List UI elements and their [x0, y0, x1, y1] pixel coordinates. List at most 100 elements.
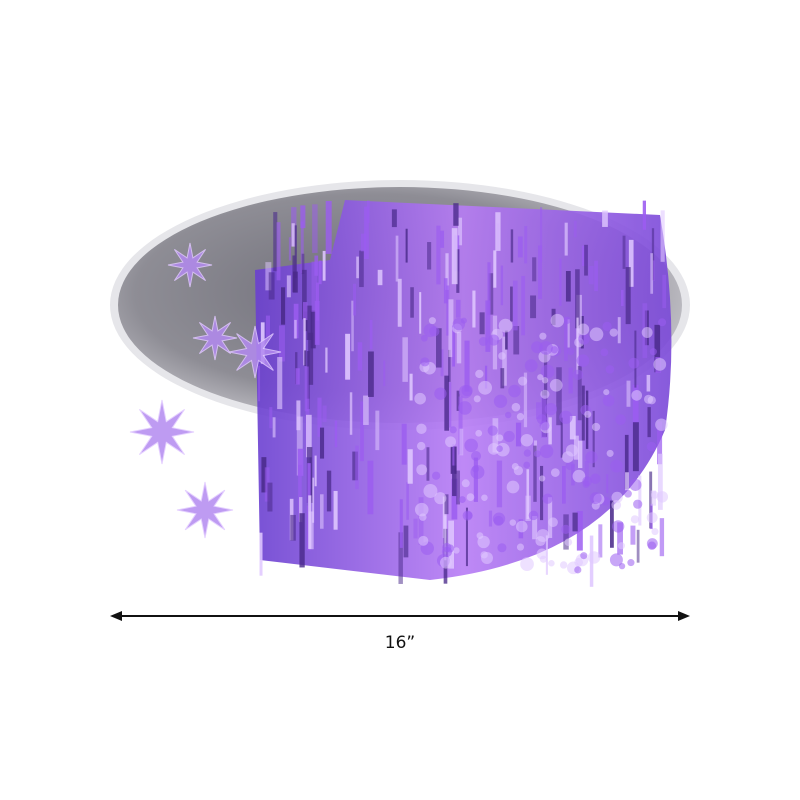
crystal-prism	[258, 365, 261, 402]
crystal-prism	[532, 515, 538, 540]
crystal-prism	[391, 209, 397, 228]
crystal-prism	[625, 472, 629, 491]
star-crystal-icon	[167, 242, 213, 288]
crystal-bead	[472, 465, 480, 473]
crystal-prism	[540, 465, 544, 521]
crystal-prism	[464, 340, 470, 392]
star-crystal-icon	[192, 315, 238, 361]
crystal-prism	[319, 427, 325, 459]
crystal-bead	[449, 426, 457, 434]
crystal-prism	[456, 390, 460, 411]
crystal-prism	[317, 397, 322, 437]
crystal-prism	[578, 440, 583, 469]
crystal-prism	[299, 513, 305, 568]
crystal-prism	[502, 336, 507, 386]
crystal-bead	[520, 433, 534, 447]
crystal-bead	[617, 542, 626, 550]
crystal-bead	[524, 359, 538, 373]
crystal-prism	[360, 401, 364, 462]
crystal-prism	[334, 420, 338, 448]
crystal-bead	[633, 499, 643, 509]
crystal-prism	[320, 494, 324, 529]
crystal-prism	[626, 380, 631, 407]
crystal-prism	[647, 407, 651, 438]
crystal-prism	[513, 326, 520, 355]
crystal-prism	[628, 239, 634, 287]
crystal-prism	[306, 305, 313, 340]
crystal-bead	[605, 365, 615, 374]
crystal-prism	[488, 510, 493, 527]
crystal-bead	[509, 519, 517, 526]
crystal-prism	[446, 285, 450, 336]
crystal-bead	[629, 478, 642, 491]
crystal-bead	[533, 450, 541, 458]
crystal-prism	[659, 518, 665, 557]
crystal-prism	[401, 423, 407, 465]
crystal-prism	[304, 366, 309, 412]
crystal-prism	[345, 333, 351, 380]
crystal-prism	[369, 319, 373, 350]
crystal-prism	[540, 207, 543, 263]
crystal-prism	[300, 221, 304, 274]
crystal-prism	[314, 255, 319, 276]
crystal-bead	[418, 535, 429, 546]
crystal-prism	[325, 201, 332, 254]
crystal-prism	[657, 453, 663, 510]
crystal-prism	[622, 235, 626, 269]
crystal-bead	[453, 547, 460, 554]
crystal-prism	[273, 212, 278, 272]
crystal-prism	[410, 287, 414, 318]
crystal-bead	[442, 542, 452, 553]
crystal-bead	[434, 387, 447, 400]
crystal-bead	[602, 394, 615, 407]
crystal-prism	[419, 292, 422, 334]
crystal-prism	[302, 302, 308, 321]
crystal-bead	[414, 392, 426, 405]
crystal-prism	[492, 418, 499, 453]
crystal-prism	[505, 330, 508, 350]
crystal-bead	[418, 513, 427, 521]
crystal-prism	[484, 365, 488, 389]
crystal-bead	[434, 492, 447, 505]
crystal-bead	[603, 389, 610, 396]
crystal-prism	[606, 474, 609, 494]
crystal-bead	[559, 410, 573, 424]
crystal-prism	[515, 422, 522, 447]
crystal-prism	[326, 470, 332, 512]
crystal-bead	[565, 461, 575, 471]
crystal-bead	[563, 316, 571, 324]
crystal-prism	[568, 367, 573, 394]
crystal-bead	[416, 423, 427, 435]
crystal-prism	[395, 235, 399, 282]
crystal-bead	[585, 451, 598, 464]
crystal-prism	[588, 265, 594, 285]
crystal-prism	[306, 414, 312, 458]
crystal-prism	[367, 460, 374, 515]
crystal-prism	[298, 464, 302, 522]
crystal-bead	[504, 411, 512, 419]
crystal-bead	[602, 321, 612, 331]
crystal-bead	[561, 524, 571, 534]
crystal-bead	[528, 510, 539, 521]
crystal-prism	[269, 407, 273, 429]
crystal-prism	[662, 274, 667, 309]
crystal-bead	[539, 420, 550, 431]
crystal-prism	[575, 269, 580, 329]
crystal-prism	[584, 460, 589, 487]
crystal-prism	[562, 466, 566, 504]
star-crystal-icon	[176, 481, 234, 539]
crystal-bead	[611, 500, 622, 510]
crystal-prism	[565, 270, 571, 302]
crystal-prism	[322, 405, 327, 423]
crystal-bead	[584, 410, 592, 418]
crystal-prism	[436, 328, 442, 368]
crystal-prism	[560, 417, 563, 458]
crystal-prism	[632, 384, 639, 425]
crystal-prism	[500, 265, 504, 306]
crystal-bead	[461, 384, 473, 397]
crystal-bead	[559, 561, 568, 569]
crystal-bead	[656, 491, 669, 503]
star-ornaments	[129, 242, 282, 539]
crystal-prism	[456, 332, 462, 364]
crystal-prism	[487, 262, 491, 316]
